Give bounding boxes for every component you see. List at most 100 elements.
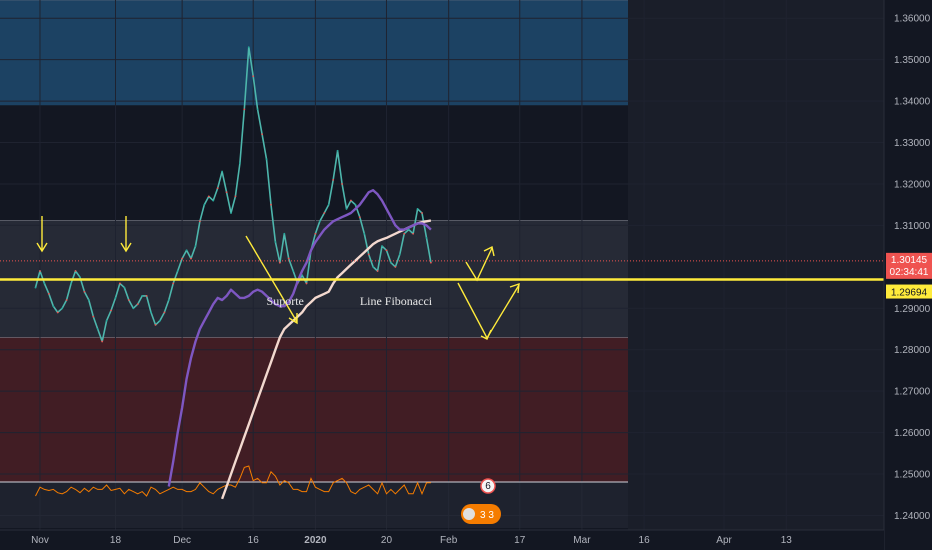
close-point	[96, 328, 99, 330]
close-point	[141, 294, 144, 297]
close-point	[394, 265, 397, 268]
close-point	[198, 220, 201, 223]
indicator-marker-2-label: 3 3	[480, 510, 494, 521]
close-point	[194, 245, 197, 248]
close-point	[70, 282, 72, 285]
close-point	[181, 257, 184, 260]
close-point	[341, 183, 343, 185]
close-point	[225, 191, 228, 194]
close-point	[150, 311, 152, 314]
price-tick-label: 1.35000	[894, 55, 931, 66]
close-point	[105, 319, 108, 322]
close-point	[110, 309, 112, 312]
indicator-marker-1[interactable]: 6	[480, 478, 496, 494]
price-tick-label: 1.27000	[894, 387, 931, 398]
current-price-tag-bg	[886, 252, 932, 279]
close-point	[381, 245, 383, 248]
date-tick-label: 16	[248, 535, 260, 546]
close-point	[305, 282, 308, 285]
close-point	[398, 253, 401, 256]
series-close	[34, 46, 432, 343]
close-point	[136, 303, 139, 306]
close-point	[345, 207, 348, 210]
close-point	[172, 282, 175, 285]
close-point	[132, 307, 135, 310]
close-point	[39, 270, 41, 272]
flag-icon	[463, 508, 475, 520]
indicator-marker-2[interactable]: 3 3	[461, 504, 501, 524]
close-point	[367, 253, 370, 256]
close-point	[403, 232, 406, 235]
current-price-tag: 1.30145 02:34:41	[886, 252, 932, 279]
annotation-suporte: Suporte	[267, 294, 304, 308]
close-point	[247, 46, 250, 49]
close-point	[354, 203, 357, 206]
indicator-pane	[0, 465, 628, 528]
close-point	[230, 212, 232, 214]
price-tick-label: 1.28000	[894, 345, 931, 356]
price-tick-label: 1.24000	[894, 511, 931, 522]
close-point	[159, 319, 161, 322]
grid-layer	[0, 0, 884, 530]
close-point	[287, 257, 290, 260]
close-point	[145, 294, 148, 297]
close-point	[283, 232, 286, 235]
close-point	[127, 299, 130, 301]
series-ema-fast	[167, 188, 432, 487]
close-point	[163, 311, 166, 314]
close-point	[65, 299, 68, 301]
time-axis[interactable]: Nov 18 Dec 16 2020 20 Feb 17 Mar 16 Apr 13	[31, 535, 792, 546]
close-point	[185, 249, 188, 252]
date-tick-label: Mar	[573, 535, 591, 546]
close-point	[372, 265, 375, 268]
arrow-down-2	[120, 216, 132, 253]
close-point	[123, 286, 126, 289]
date-tick-label: 16	[639, 535, 651, 546]
close-point	[74, 270, 77, 272]
close-point	[416, 207, 419, 210]
indicator-line	[35, 465, 431, 497]
close-point	[56, 311, 59, 314]
close-point	[87, 299, 90, 301]
close-point	[429, 261, 432, 264]
price-tick-label: 1.32000	[894, 179, 931, 190]
indicator-marker-1-label: 6	[485, 481, 491, 492]
close-point	[154, 323, 157, 326]
annotation-line-fibonacci: Line Fibonacci	[360, 294, 433, 308]
close-point	[376, 270, 379, 272]
close-point	[83, 290, 86, 293]
close-point	[274, 241, 277, 243]
time-axis-background[interactable]	[0, 530, 884, 550]
arrow-down-1	[36, 216, 48, 253]
close-point	[216, 187, 219, 190]
close-point	[261, 133, 263, 136]
bar-countdown-label: 02:34:41	[890, 267, 929, 278]
close-point	[79, 276, 81, 279]
lower-zone	[0, 337, 628, 482]
support-price-tag: 1.29694	[886, 284, 932, 299]
price-axis[interactable]: 1.36000 1.35000 1.34000 1.33000 1.32000 1.310…	[894, 14, 931, 522]
close-point	[167, 299, 170, 301]
price-tick-label: 1.26000	[894, 428, 931, 439]
close-point	[221, 170, 224, 173]
upper-zone	[0, 0, 628, 106]
close-point	[385, 249, 388, 252]
series-layer	[34, 46, 432, 500]
close-point	[203, 203, 206, 206]
close-point	[212, 199, 215, 202]
close-point	[323, 212, 326, 214]
close-point	[238, 162, 241, 165]
close-point	[336, 149, 339, 152]
close-point	[270, 203, 272, 206]
projection-down-up	[457, 282, 520, 340]
close-point	[421, 212, 423, 214]
current-price-label: 1.30145	[891, 255, 928, 266]
close-point	[412, 232, 415, 235]
date-tick-label: 18	[110, 535, 122, 546]
close-point	[265, 158, 268, 161]
date-tick-label: 20	[381, 535, 393, 546]
close-point	[92, 315, 95, 318]
close-point	[176, 270, 179, 272]
